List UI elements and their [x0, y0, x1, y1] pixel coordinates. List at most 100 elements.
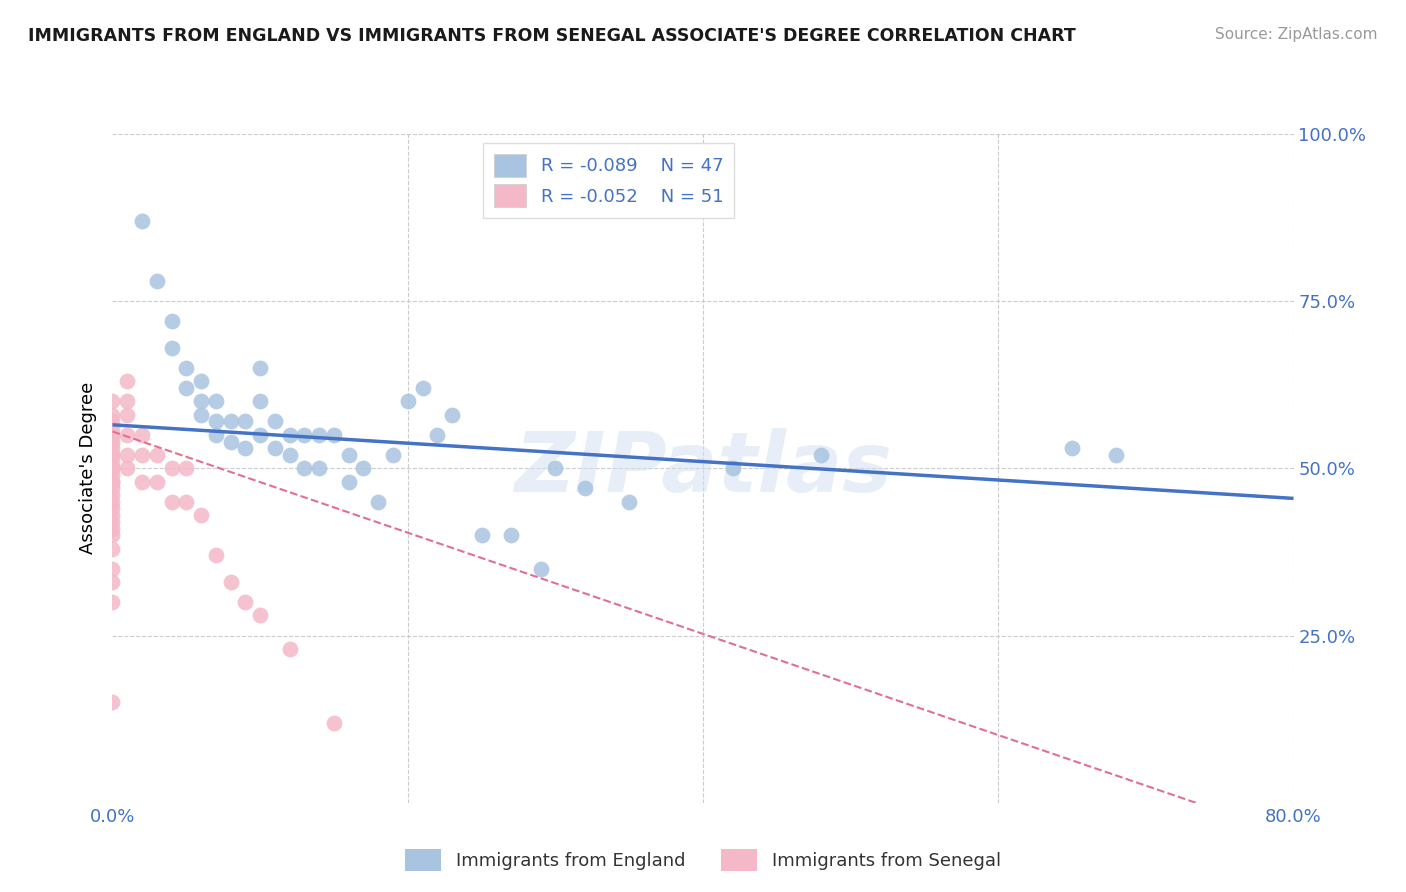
Y-axis label: Associate's Degree: Associate's Degree — [79, 382, 97, 555]
Point — [131, 428, 153, 442]
Point — [205, 548, 228, 563]
Point — [190, 508, 212, 523]
Point — [308, 428, 330, 442]
Point — [264, 415, 287, 429]
Point — [101, 494, 124, 508]
Point — [101, 541, 124, 556]
Point — [470, 528, 494, 542]
Point — [117, 448, 138, 462]
Point — [544, 461, 567, 475]
Point — [219, 434, 242, 449]
Point — [233, 595, 256, 609]
Point — [810, 448, 832, 462]
Point — [101, 508, 124, 523]
Point — [101, 421, 124, 435]
Point — [101, 515, 124, 529]
Point — [174, 494, 197, 508]
Text: IMMIGRANTS FROM ENGLAND VS IMMIGRANTS FROM SENEGAL ASSOCIATE'S DEGREE CORRELATIO: IMMIGRANTS FROM ENGLAND VS IMMIGRANTS FR… — [28, 27, 1076, 45]
Point — [160, 461, 183, 475]
Point — [233, 442, 256, 456]
Point — [160, 494, 183, 508]
Point — [323, 428, 346, 442]
Point — [131, 214, 153, 228]
Point — [190, 408, 212, 422]
Point — [101, 595, 124, 609]
Text: Source: ZipAtlas.com: Source: ZipAtlas.com — [1215, 27, 1378, 42]
Point — [101, 475, 124, 489]
Point — [101, 562, 124, 576]
Point — [529, 562, 551, 576]
Point — [101, 696, 124, 710]
Point — [101, 428, 124, 442]
Point — [1062, 442, 1084, 456]
Point — [411, 381, 433, 395]
Point — [101, 482, 124, 496]
Point — [721, 461, 744, 475]
Point — [233, 415, 256, 429]
Point — [146, 475, 169, 489]
Legend: R = -0.089    N = 47, R = -0.052    N = 51: R = -0.089 N = 47, R = -0.052 N = 51 — [482, 143, 734, 219]
Point — [190, 375, 212, 389]
Point — [249, 608, 271, 623]
Point — [352, 461, 374, 475]
Point — [323, 715, 346, 730]
Point — [146, 274, 169, 288]
Point — [396, 394, 419, 409]
Point — [101, 442, 124, 456]
Point — [101, 488, 124, 502]
Point — [101, 461, 124, 475]
Point — [117, 408, 138, 422]
Point — [101, 415, 124, 429]
Point — [278, 448, 301, 462]
Point — [101, 448, 124, 462]
Point — [101, 521, 124, 535]
Point — [292, 428, 315, 442]
Point — [205, 415, 228, 429]
Legend: Immigrants from England, Immigrants from Senegal: Immigrants from England, Immigrants from… — [398, 842, 1008, 879]
Point — [101, 428, 124, 442]
Point — [174, 461, 197, 475]
Point — [101, 468, 124, 483]
Point — [382, 448, 405, 462]
Point — [101, 575, 124, 590]
Point — [101, 394, 124, 409]
Point — [101, 501, 124, 516]
Point — [308, 461, 330, 475]
Point — [292, 461, 315, 475]
Point — [278, 642, 301, 657]
Point — [367, 494, 389, 508]
Point — [101, 455, 124, 469]
Point — [117, 375, 138, 389]
Point — [337, 448, 360, 462]
Point — [117, 394, 138, 409]
Point — [101, 434, 124, 449]
Point — [219, 415, 242, 429]
Point — [278, 428, 301, 442]
Point — [101, 408, 124, 422]
Point — [101, 461, 124, 475]
Point — [146, 448, 169, 462]
Point — [205, 428, 228, 442]
Point — [249, 361, 271, 376]
Point — [337, 475, 360, 489]
Point — [160, 341, 183, 355]
Point — [574, 482, 596, 496]
Point — [131, 475, 153, 489]
Point — [264, 442, 287, 456]
Point — [249, 428, 271, 442]
Point — [174, 381, 197, 395]
Point — [131, 448, 153, 462]
Point — [117, 461, 138, 475]
Point — [101, 475, 124, 489]
Point — [441, 408, 464, 422]
Point — [426, 428, 449, 442]
Point — [249, 394, 271, 409]
Point — [501, 528, 523, 542]
Point — [160, 314, 183, 328]
Point — [619, 494, 641, 508]
Point — [101, 528, 124, 542]
Point — [101, 448, 124, 462]
Point — [174, 361, 197, 376]
Point — [1105, 448, 1128, 462]
Point — [117, 428, 138, 442]
